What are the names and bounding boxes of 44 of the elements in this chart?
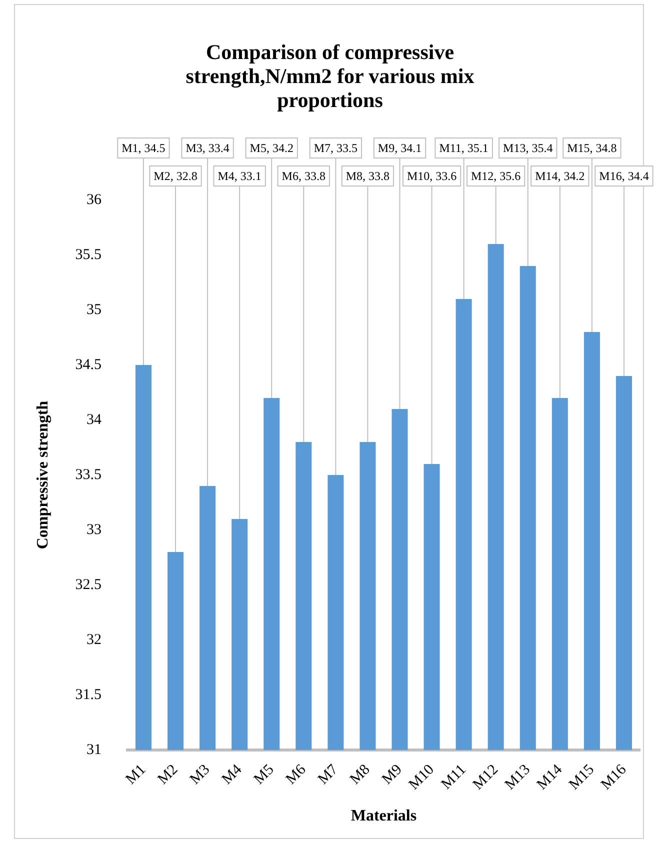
data-label: M11, 35.1	[439, 141, 488, 156]
x-axis-title: Materials	[350, 808, 417, 825]
data-label: M13, 35.4	[503, 141, 553, 156]
data-label: M16, 34.4	[599, 169, 649, 184]
y-tick-label: 34	[86, 412, 102, 428]
x-tick-label: M11	[438, 762, 470, 793]
y-tick-label: 31.5	[75, 686, 102, 703]
x-tick-label: M3	[187, 762, 214, 788]
y-tick-label: 32.5	[75, 576, 102, 593]
data-label: M12, 35.6	[471, 169, 521, 184]
y-tick-label: 35	[86, 302, 102, 318]
x-tick-label: M7	[315, 761, 342, 788]
x-tick-label: M12	[470, 762, 502, 794]
data-label: M4, 33.1	[218, 169, 262, 184]
data-label: M15, 34.8	[567, 141, 617, 156]
x-tick-label: M2	[155, 762, 182, 788]
x-tick-label: M1	[123, 762, 150, 788]
data-label: M1, 34.5	[122, 141, 166, 156]
data-label: M5, 34.2	[250, 141, 294, 156]
y-tick-label: 31	[86, 742, 102, 758]
data-label: M9, 34.1	[378, 141, 422, 156]
x-tick-label: M5	[251, 762, 278, 788]
y-tick-label: 35.5	[75, 246, 102, 263]
x-tick-label: M9	[379, 762, 406, 788]
x-tick-label: M6	[283, 761, 310, 788]
data-label: M10, 33.6	[406, 169, 457, 184]
x-tick-label: M4	[219, 761, 246, 788]
y-tick-label: 36	[86, 192, 102, 208]
data-label: M8, 33.8	[346, 169, 390, 184]
y-tick-label: 33	[86, 522, 102, 538]
y-tick-label: 34.5	[75, 356, 102, 373]
x-tick-label: M14	[534, 761, 566, 794]
x-tick-label: M13	[502, 762, 534, 794]
y-tick-label: 32	[86, 632, 102, 648]
data-label: M2, 32.8	[154, 169, 198, 184]
x-tick-label: M10	[406, 762, 438, 794]
chart-title: Comparison of compressive strength,N/mm2 for various mix proportions	[184, 40, 476, 112]
data-label: M14, 34.2	[535, 169, 585, 184]
x-tick-label: M8	[347, 762, 374, 788]
data-label: M6, 33.8	[282, 169, 326, 184]
data-label: M3, 33.4	[186, 141, 230, 156]
y-tick-label: 33.5	[75, 466, 102, 483]
y-axis-title: Compressive strength	[34, 400, 52, 550]
data-label: M7, 33.5	[314, 141, 358, 156]
